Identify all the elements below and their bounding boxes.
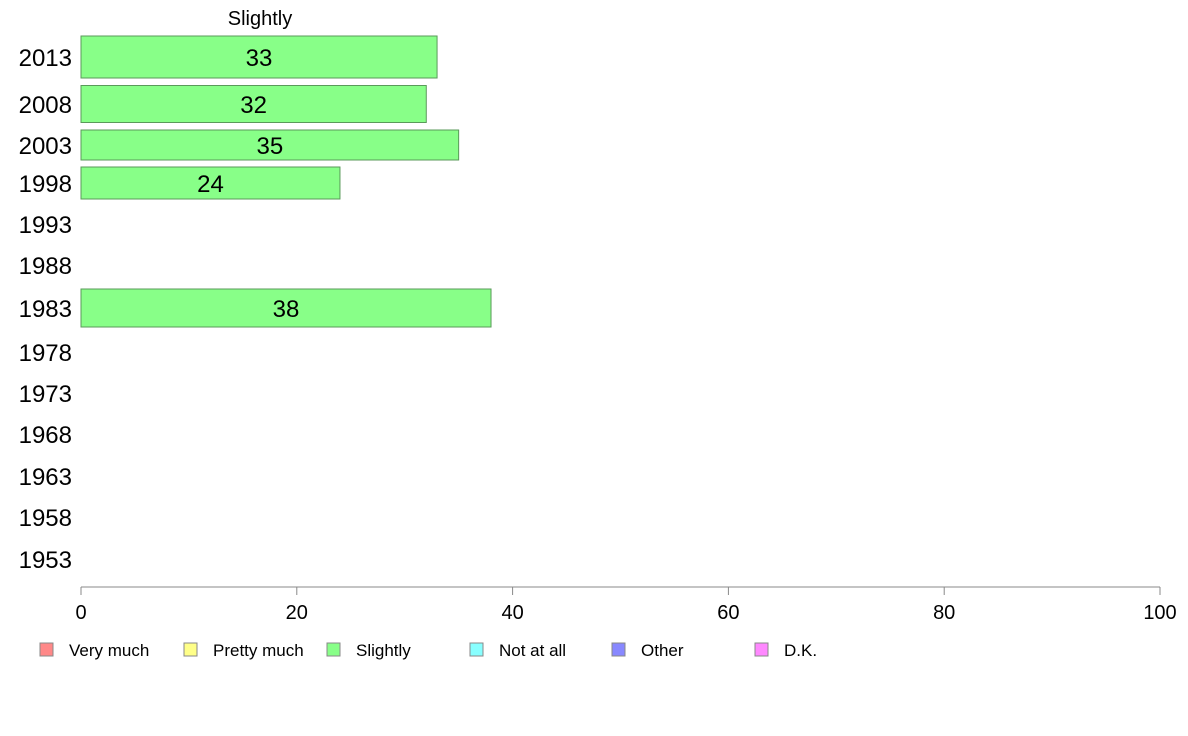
legend-swatch-not-at-all [469, 642, 484, 657]
legend-label-not-at-all: Not at all [499, 641, 566, 660]
y-tick-label-2008: 2008 [19, 92, 72, 119]
x-tick-label-40: 40 [501, 602, 523, 624]
legend-swatch-pretty-much [183, 642, 198, 657]
y-tick-label-2013: 2013 [19, 45, 72, 72]
x-tick-label-0: 0 [75, 602, 86, 624]
legend-label-pretty-much: Pretty much [213, 641, 304, 660]
bars-layer: 33 32 35 24 38 [80, 35, 492, 328]
bar-1998 [80, 166, 341, 200]
chart-title: Slightly [228, 8, 292, 30]
y-tick-label-1993: 1993 [19, 212, 72, 239]
data-label-2013: 33 [246, 45, 273, 72]
bar-1983 [80, 288, 492, 328]
legend-label-d-k: D.K. [784, 641, 817, 660]
y-tick-label-1973: 1973 [19, 381, 72, 408]
y-axis-labels: 2013 2008 2003 1998 1993 1988 1983 1978 1973 1968… [19, 45, 72, 574]
data-label-2008: 32 [240, 92, 267, 119]
y-tick-label-1968: 1968 [19, 422, 72, 449]
legend-label-other: Other [641, 641, 684, 660]
y-tick-label-1958: 1958 [19, 505, 72, 532]
x-tick-label-60: 60 [717, 602, 739, 624]
legend-swatch-slightly [326, 642, 341, 657]
bar-2008 [80, 85, 427, 123]
x-tick-label-100: 100 [1143, 602, 1176, 624]
y-tick-label-2003: 2003 [19, 133, 72, 160]
y-tick-label-1988: 1988 [19, 253, 72, 280]
y-tick-label-1998: 1998 [19, 171, 72, 198]
bar-2003 [80, 129, 460, 161]
x-axis: 0 20 40 60 80 100 [75, 586, 1177, 624]
y-tick-label-1953: 1953 [19, 547, 72, 574]
y-tick-label-1983: 1983 [19, 296, 72, 323]
x-tick-label-80: 80 [933, 602, 955, 624]
data-label-1983: 38 [273, 296, 300, 323]
legend-label-very-much: Very much [69, 641, 149, 660]
y-tick-label-1978: 1978 [19, 340, 72, 367]
legend-swatch-other [611, 642, 626, 657]
legend-swatch-d-k [754, 642, 769, 657]
legend: Very much Pretty much Slightly Not at all Ot… [39, 641, 817, 660]
bar-2013 [80, 35, 438, 79]
legend-label-slightly: Slightly [356, 641, 411, 660]
data-label-1998: 24 [197, 171, 224, 198]
legend-swatch-very-much [39, 642, 54, 657]
y-tick-label-1963: 1963 [19, 464, 72, 491]
data-label-2003: 35 [256, 133, 283, 160]
x-tick-label-20: 20 [286, 602, 308, 624]
